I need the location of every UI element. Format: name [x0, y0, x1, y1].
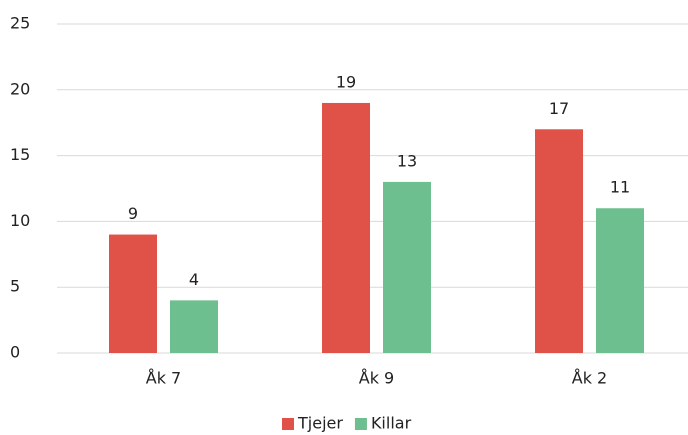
- y-tick-label: 10: [10, 211, 30, 230]
- y-tick-label: 0: [10, 343, 20, 362]
- legend-label: Killar: [371, 414, 412, 433]
- bar: [109, 234, 157, 353]
- data-label: 9: [128, 204, 138, 223]
- y-tick-label: 25: [10, 14, 30, 33]
- y-tick-label: 15: [10, 145, 30, 164]
- x-tick-label: Åk 2: [572, 369, 607, 388]
- legend-label: Tjejer: [297, 414, 343, 433]
- x-tick-label: Åk 7: [146, 369, 181, 388]
- y-tick-label: 5: [10, 277, 20, 296]
- data-label: 17: [549, 99, 569, 118]
- data-label: 4: [189, 270, 199, 289]
- bar: [322, 102, 370, 354]
- y-tick-label: 20: [10, 79, 30, 98]
- legend-swatch: [282, 418, 294, 430]
- bar: [170, 300, 218, 353]
- legend-swatch: [354, 418, 367, 430]
- data-label: 11: [610, 178, 630, 197]
- bar: [596, 208, 644, 353]
- bar: [383, 181, 431, 353]
- data-label: 13: [397, 151, 417, 170]
- bar: [535, 129, 583, 353]
- data-label: 19: [336, 72, 356, 91]
- x-tick-label: Åk 9: [359, 369, 394, 388]
